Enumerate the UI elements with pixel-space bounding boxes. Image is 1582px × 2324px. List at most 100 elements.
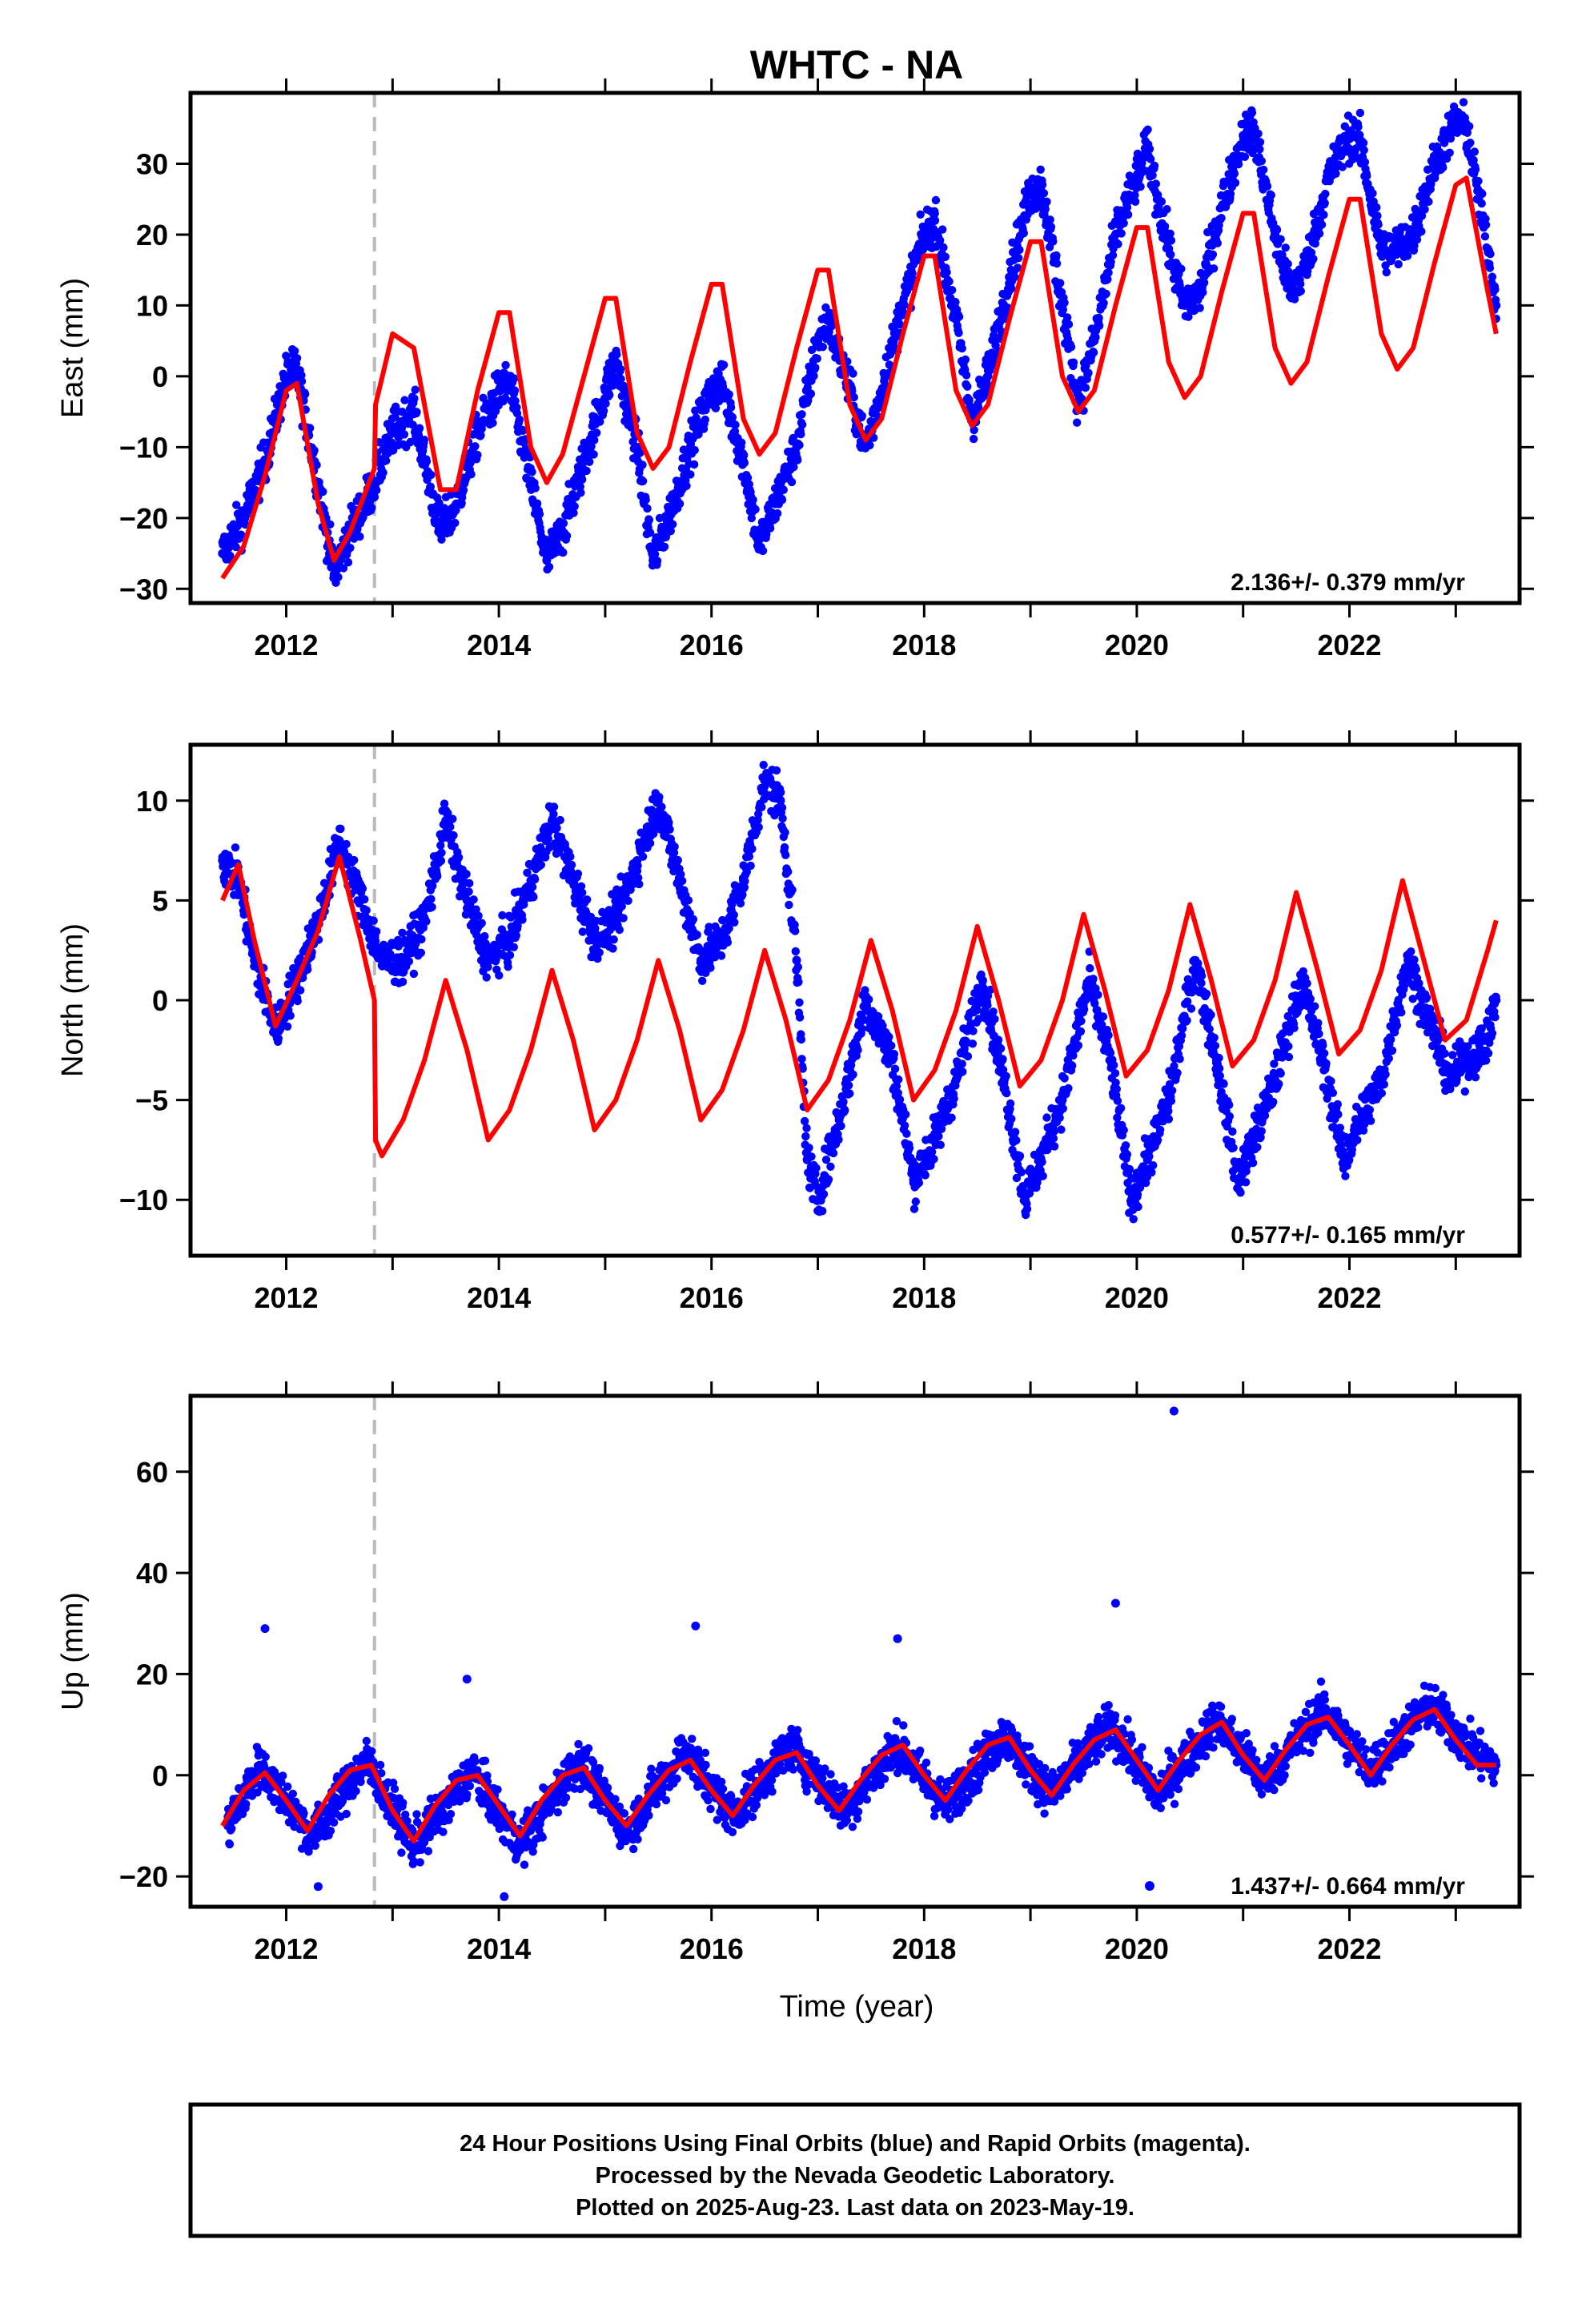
daily-position-point xyxy=(428,882,437,891)
daily-position-point xyxy=(576,489,585,497)
daily-position-point xyxy=(1394,259,1403,269)
daily-position-point xyxy=(236,530,246,539)
daily-position-point xyxy=(1215,1064,1224,1073)
daily-position-point xyxy=(549,810,558,818)
daily-position-point xyxy=(938,225,947,234)
daily-position-point xyxy=(523,868,532,878)
daily-position-point xyxy=(791,927,800,935)
daily-position-point xyxy=(465,879,474,888)
daily-position-point xyxy=(310,446,319,455)
daily-position-point xyxy=(1345,131,1354,140)
daily-position-point xyxy=(1307,248,1316,257)
daily-position-point xyxy=(1143,125,1152,134)
daily-position-point xyxy=(742,867,751,877)
daily-position-point xyxy=(464,887,473,896)
daily-position-point xyxy=(616,872,625,881)
daily-position-point xyxy=(1281,243,1290,252)
daily-position-point xyxy=(616,375,625,384)
daily-position-point xyxy=(853,1046,862,1055)
daily-position-point xyxy=(473,450,482,460)
daily-position-point xyxy=(770,811,779,820)
daily-position-point xyxy=(1113,1096,1122,1105)
daily-position-point xyxy=(762,530,771,539)
daily-position-point xyxy=(1153,1136,1162,1144)
daily-position-point xyxy=(358,884,367,893)
daily-position-point xyxy=(936,1140,946,1149)
daily-position-point xyxy=(1129,1215,1138,1224)
daily-position-point xyxy=(890,1064,900,1073)
daily-position-point xyxy=(1056,279,1065,287)
daily-position-point xyxy=(781,850,790,859)
daily-position-point xyxy=(1166,236,1176,245)
daily-position-point xyxy=(648,556,658,565)
daily-position-point xyxy=(930,1155,938,1164)
daily-position-point xyxy=(1133,1190,1142,1199)
daily-position-point xyxy=(841,1106,849,1116)
daily-position-point xyxy=(942,267,951,277)
daily-position-point xyxy=(1376,244,1386,254)
daily-position-point xyxy=(608,944,617,953)
daily-position-point xyxy=(893,1088,902,1098)
daily-position-point xyxy=(379,468,387,477)
daily-position-point xyxy=(717,951,726,960)
daily-position-point xyxy=(595,948,604,957)
x-tick-label: 2014 xyxy=(467,629,531,661)
daily-position-point xyxy=(1408,230,1418,239)
daily-position-point xyxy=(1182,1016,1191,1025)
daily-position-point xyxy=(1089,348,1098,357)
daily-position-point xyxy=(788,886,797,895)
daily-position-point xyxy=(1069,1051,1078,1060)
daily-position-point xyxy=(945,277,954,286)
daily-position-point xyxy=(1368,189,1377,198)
daily-position-point xyxy=(544,834,552,843)
daily-position-point xyxy=(566,852,575,861)
daily-position-point xyxy=(319,487,327,497)
daily-position-point xyxy=(1178,1024,1187,1033)
daily-position-point xyxy=(592,428,601,437)
daily-position-point xyxy=(615,925,624,935)
daily-position-point xyxy=(513,921,522,931)
daily-position-point xyxy=(902,1129,911,1138)
daily-position-point xyxy=(1225,1112,1235,1121)
daily-position-point xyxy=(1236,1188,1245,1197)
daily-position-point xyxy=(552,823,561,833)
daily-position-point xyxy=(1076,1027,1086,1036)
daily-position-point xyxy=(1147,1168,1156,1177)
daily-position-point xyxy=(806,389,816,398)
daily-position-point xyxy=(532,499,542,508)
daily-position-point xyxy=(738,891,747,899)
daily-position-point xyxy=(398,928,407,938)
x-tick-label: 2016 xyxy=(680,629,744,661)
daily-position-point xyxy=(1315,229,1324,238)
daily-position-point xyxy=(570,502,579,511)
daily-position-point xyxy=(845,1089,854,1098)
y-tick-label: 0 xyxy=(152,360,168,393)
daily-position-point xyxy=(1073,418,1082,427)
daily-position-point xyxy=(930,209,939,218)
daily-position-point xyxy=(1110,1069,1120,1078)
daily-position-point xyxy=(857,1024,867,1033)
daily-position-point xyxy=(1149,1161,1158,1170)
daily-position-point xyxy=(1373,211,1382,220)
daily-position-point xyxy=(824,1175,833,1184)
daily-position-point xyxy=(916,210,925,219)
daily-position-point xyxy=(739,456,749,466)
daily-position-point xyxy=(428,903,436,911)
daily-position-point xyxy=(994,1035,1003,1044)
daily-position-point xyxy=(743,473,753,482)
daily-position-point xyxy=(454,853,464,862)
daily-position-point xyxy=(1108,251,1118,259)
daily-position-point xyxy=(1095,321,1104,330)
y-tick-label: −30 xyxy=(119,573,168,605)
daily-position-point xyxy=(939,243,948,252)
daily-position-point xyxy=(730,918,739,927)
daily-position-point xyxy=(624,896,632,906)
daily-position-point xyxy=(736,899,745,908)
daily-position-point xyxy=(801,1132,810,1141)
daily-position-point xyxy=(297,371,306,380)
daily-position-point xyxy=(641,495,650,505)
figure-title: WHTC - NA xyxy=(750,42,964,87)
daily-position-point xyxy=(1197,971,1207,980)
daily-position-point xyxy=(1225,1100,1234,1109)
daily-position-point xyxy=(576,882,586,891)
